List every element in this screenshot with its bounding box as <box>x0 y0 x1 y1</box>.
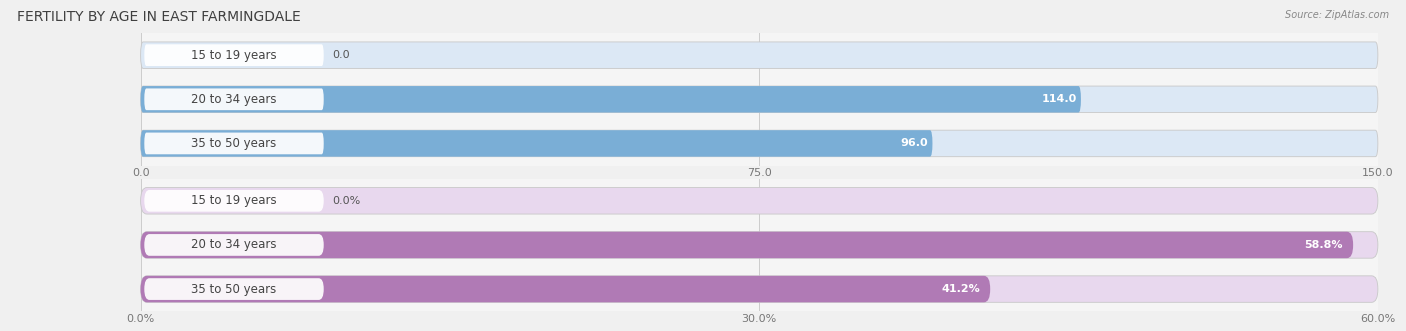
FancyBboxPatch shape <box>145 190 323 212</box>
Text: 41.2%: 41.2% <box>941 284 980 294</box>
FancyBboxPatch shape <box>141 42 1378 69</box>
FancyBboxPatch shape <box>141 86 1081 113</box>
FancyBboxPatch shape <box>145 44 323 66</box>
Text: FERTILITY BY AGE IN EAST FARMINGDALE: FERTILITY BY AGE IN EAST FARMINGDALE <box>17 10 301 24</box>
FancyBboxPatch shape <box>141 130 1378 157</box>
Text: 35 to 50 years: 35 to 50 years <box>191 283 277 296</box>
FancyBboxPatch shape <box>145 278 323 300</box>
FancyBboxPatch shape <box>141 188 1378 214</box>
Text: 15 to 19 years: 15 to 19 years <box>191 49 277 62</box>
Text: 114.0: 114.0 <box>1042 94 1077 104</box>
Text: 20 to 34 years: 20 to 34 years <box>191 238 277 252</box>
FancyBboxPatch shape <box>141 86 1378 113</box>
FancyBboxPatch shape <box>141 276 990 302</box>
FancyBboxPatch shape <box>141 232 1378 258</box>
FancyBboxPatch shape <box>145 234 323 256</box>
Text: 20 to 34 years: 20 to 34 years <box>191 93 277 106</box>
FancyBboxPatch shape <box>141 130 932 157</box>
Text: 96.0: 96.0 <box>901 138 928 148</box>
Text: Source: ZipAtlas.com: Source: ZipAtlas.com <box>1285 10 1389 20</box>
Text: 15 to 19 years: 15 to 19 years <box>191 194 277 207</box>
FancyBboxPatch shape <box>145 133 323 154</box>
FancyBboxPatch shape <box>141 276 1378 302</box>
Text: 0.0%: 0.0% <box>332 196 360 206</box>
Text: 58.8%: 58.8% <box>1305 240 1343 250</box>
Text: 35 to 50 years: 35 to 50 years <box>191 137 277 150</box>
Text: 0.0: 0.0 <box>332 50 350 60</box>
FancyBboxPatch shape <box>145 88 323 110</box>
FancyBboxPatch shape <box>141 232 1353 258</box>
